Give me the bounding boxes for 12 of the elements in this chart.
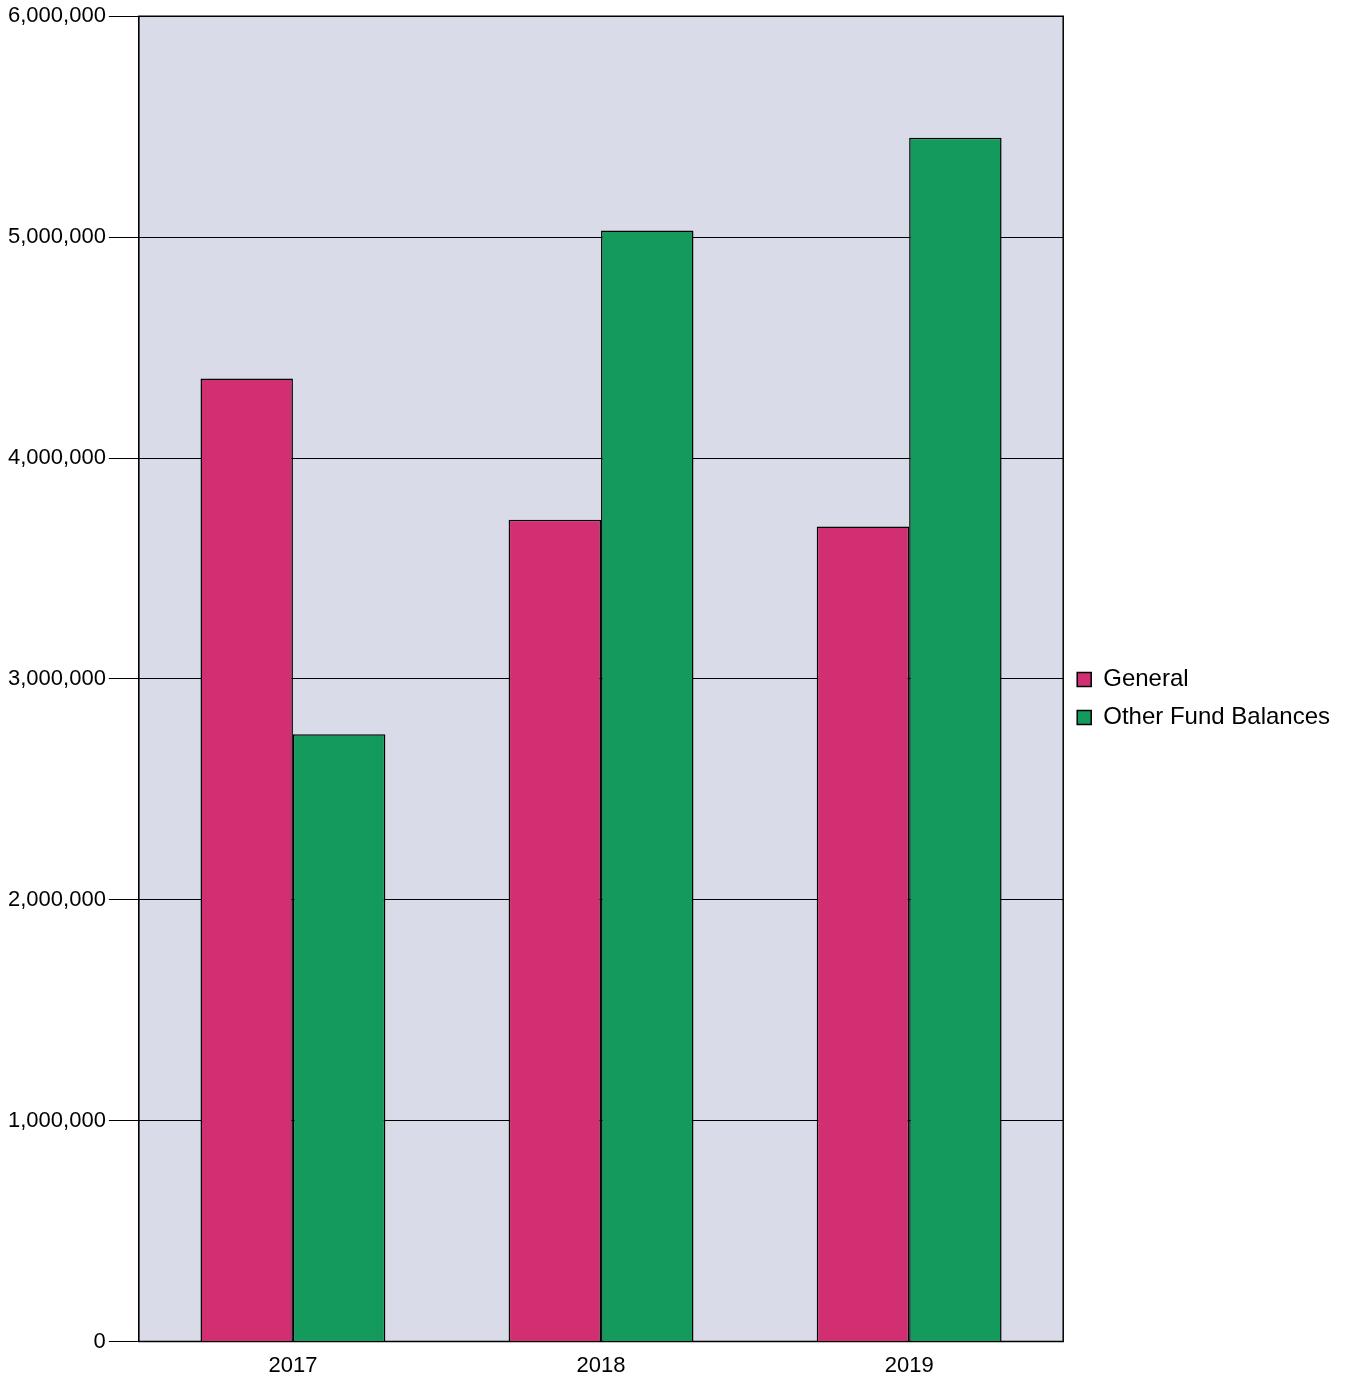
- x-tick-label: 2018: [576, 1351, 626, 1377]
- legend-label: General: [1103, 664, 1189, 692]
- y-tick-label: 6,000,000: [8, 2, 106, 28]
- y-tick-label: 0: [93, 1327, 106, 1353]
- y-tick-label: 1,000,000: [8, 1106, 106, 1132]
- y-tick-label: 2,000,000: [8, 885, 106, 911]
- legend-label: Other Fund Balances: [1103, 702, 1330, 730]
- y-tick-label: 4,000,000: [8, 444, 106, 470]
- x-tick-label: 2017: [268, 1351, 318, 1377]
- x-tick-label: 2019: [884, 1351, 934, 1377]
- y-tick-label: 3,000,000: [8, 664, 106, 690]
- y-tick-label: 5,000,000: [8, 223, 106, 249]
